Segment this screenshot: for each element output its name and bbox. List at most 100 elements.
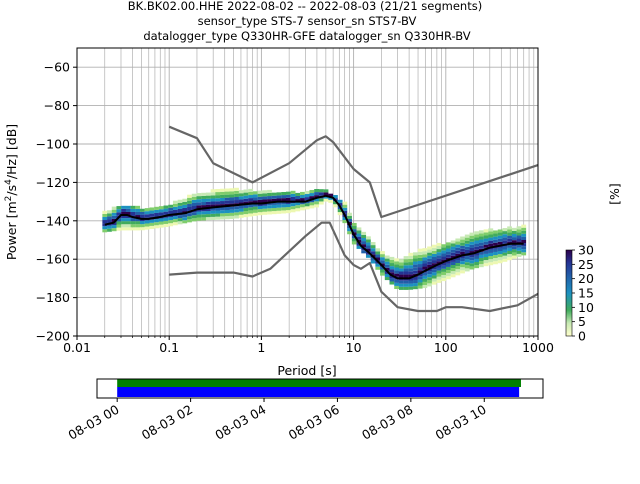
- density-cell: [497, 235, 503, 239]
- density-cell: [224, 194, 230, 198]
- density-cell: [361, 231, 367, 235]
- density-cell: [427, 280, 432, 284]
- density-cell: [121, 205, 126, 209]
- density-cell: [431, 278, 437, 282]
- x-tick-label: 10: [346, 340, 362, 355]
- density-cell: [356, 236, 362, 240]
- chart-subtitle-sensor: sensor_type STS-7 sensor_sn STS7-BV: [198, 14, 417, 28]
- density-cell: [488, 228, 494, 232]
- density-cell: [478, 245, 484, 249]
- density-cell: [507, 244, 512, 248]
- density-cell: [262, 205, 268, 209]
- density-cell: [187, 203, 192, 207]
- density-cell: [248, 198, 254, 202]
- y-tick-label: −120: [36, 175, 70, 190]
- density-cell: [417, 279, 423, 283]
- density-cell: [469, 238, 475, 242]
- density-cell: [450, 258, 456, 262]
- density-cell: [347, 228, 352, 232]
- density-cell: [431, 247, 437, 251]
- density-cell: [521, 240, 527, 244]
- density-cell: [431, 275, 437, 279]
- density-cell: [417, 251, 423, 255]
- density-cell: [445, 245, 451, 249]
- density-cell: [229, 188, 235, 192]
- density-cell: [347, 212, 352, 216]
- density-cell: [220, 191, 225, 195]
- density-cell: [502, 231, 508, 235]
- density-cell: [403, 283, 409, 287]
- density-cell: [469, 241, 475, 245]
- density-cell: [135, 208, 141, 212]
- density-cell: [304, 206, 310, 210]
- density-cell: [234, 193, 239, 197]
- density-cell: [205, 201, 211, 205]
- density-cell: [304, 190, 310, 195]
- density-cell: [116, 212, 122, 216]
- density-cell: [224, 191, 230, 195]
- density-cell: [511, 255, 517, 259]
- density-cell: [460, 236, 465, 240]
- density-cell: [403, 274, 409, 278]
- density-cell: [370, 257, 376, 261]
- density-cell: [450, 246, 456, 250]
- density-cell: [304, 197, 310, 201]
- density-cell: [248, 188, 254, 192]
- density-cell: [168, 223, 174, 227]
- density-cell: [427, 271, 432, 275]
- density-cell: [464, 256, 470, 260]
- density-cell: [351, 229, 357, 233]
- density-cell: [121, 211, 126, 216]
- density-cell: [431, 260, 437, 264]
- colorbar-tick-label: 25: [578, 257, 594, 272]
- density-cell: [210, 204, 216, 208]
- density-cell: [408, 265, 414, 269]
- density-cell: [248, 191, 254, 196]
- density-cell: [460, 270, 465, 274]
- x-tick-label: 0.1: [159, 340, 179, 355]
- density-cell: [413, 264, 418, 268]
- density-cell: [215, 201, 221, 205]
- density-cell: [436, 264, 442, 268]
- density-cell: [441, 244, 447, 248]
- density-cell: [365, 242, 371, 246]
- density-cell: [290, 209, 296, 213]
- density-cell: [238, 214, 244, 218]
- density-cell: [210, 195, 216, 199]
- density-cell: [328, 199, 334, 203]
- density-cell: [314, 201, 319, 205]
- density-cell: [238, 208, 244, 212]
- density-cell: [375, 248, 381, 252]
- density-cell: [450, 274, 456, 278]
- density-cell: [271, 192, 277, 196]
- density-cell: [488, 252, 494, 257]
- density-cell: [281, 204, 287, 208]
- density-cell: [102, 210, 108, 214]
- density-cell: [281, 207, 287, 211]
- density-cell: [172, 222, 178, 226]
- density-cell: [516, 247, 522, 251]
- density-cell: [229, 200, 235, 204]
- density-cell: [337, 212, 343, 216]
- density-cell: [478, 230, 484, 234]
- density-cell: [342, 201, 348, 205]
- density-cell: [271, 204, 277, 209]
- density-cell: [220, 197, 225, 202]
- density-cell: [111, 225, 117, 229]
- density-cell: [248, 195, 254, 199]
- density-cell: [309, 189, 315, 194]
- density-cell: [252, 212, 258, 216]
- density-cell: [144, 214, 150, 218]
- density-cell: [488, 249, 494, 253]
- density-cell: [450, 240, 456, 244]
- density-cell: [271, 195, 277, 199]
- density-cell: [488, 240, 494, 244]
- density-cell: [267, 189, 272, 193]
- density-cell: [450, 268, 456, 272]
- density-cell: [140, 211, 145, 215]
- y-tick-label: −60: [44, 60, 70, 75]
- density-cell: [483, 244, 489, 248]
- density-cell: [455, 259, 461, 264]
